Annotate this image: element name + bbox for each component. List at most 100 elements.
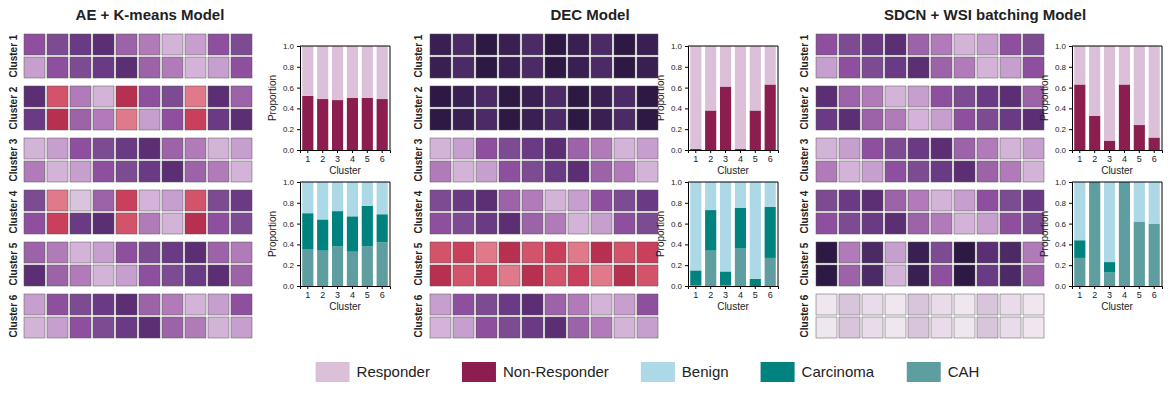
- image-tile: [208, 34, 229, 55]
- bar-carcinoma: [1104, 262, 1115, 272]
- tile-grid: [430, 242, 658, 286]
- image-tile: [1000, 294, 1021, 315]
- x-tick: 1: [693, 150, 698, 164]
- x-tick-mark: [337, 150, 338, 153]
- image-tile: [568, 317, 589, 338]
- legend-swatch: [641, 362, 675, 382]
- tile-grid: [816, 294, 1044, 338]
- y-tick-mark: [297, 88, 300, 89]
- bar-benign: [302, 182, 313, 213]
- bar-benign: [362, 182, 373, 206]
- x-tick: 3: [723, 286, 728, 300]
- image-tile: [816, 161, 837, 182]
- image-tile: [568, 109, 589, 130]
- image-tile: [70, 265, 91, 286]
- bar-chart: 0.00.20.40.60.81.0123456ClusterProportio…: [267, 178, 391, 312]
- x-tick-mark: [1154, 150, 1155, 153]
- image-tile: [116, 161, 137, 182]
- image-tile: [931, 138, 952, 159]
- x-tick: 6: [1152, 150, 1157, 164]
- image-tile: [70, 86, 91, 107]
- x-tick-label: 5: [1137, 154, 1142, 164]
- x-tick-mark: [710, 150, 711, 153]
- image-tile: [185, 86, 206, 107]
- image-tile: [954, 317, 975, 338]
- cluster-label: Cluster 5: [8, 242, 19, 285]
- bar-cah: [1074, 258, 1085, 286]
- cluster-label: Cluster 4: [8, 190, 19, 233]
- image-tile: [476, 34, 497, 55]
- image-tile: [954, 294, 975, 315]
- x-tick-label: 2: [1092, 290, 1097, 300]
- tile-grid: [816, 86, 1044, 130]
- image-tile: [162, 34, 183, 55]
- image-tile: [162, 265, 183, 286]
- x-tick: 1: [1077, 150, 1082, 164]
- image-tile: [24, 242, 45, 263]
- image-tile: [116, 138, 137, 159]
- image-tile: [522, 265, 543, 286]
- x-tick-label: 1: [693, 290, 698, 300]
- x-tick-mark: [307, 150, 308, 153]
- x-tick-label: 2: [320, 290, 325, 300]
- bar-non-responder: [347, 98, 358, 150]
- y-tick: 1.0: [671, 42, 688, 51]
- bar-carcinoma: [317, 219, 328, 250]
- image-tile: [637, 34, 658, 55]
- image-tile: [862, 317, 883, 338]
- image-tile: [499, 161, 520, 182]
- image-tile: [70, 190, 91, 211]
- bar-responder: [720, 46, 731, 87]
- image-tile: [116, 34, 137, 55]
- image-tile: [614, 34, 635, 55]
- image-tile: [522, 86, 543, 107]
- image-tile: [499, 294, 520, 315]
- y-tick-label: 0.2: [1055, 125, 1067, 134]
- x-tick-mark: [1139, 286, 1140, 289]
- image-tile: [931, 190, 952, 211]
- image-tile: [954, 213, 975, 234]
- image-tile: [93, 34, 114, 55]
- bar-chart: 0.00.20.40.60.81.0123456ClusterProportio…: [655, 178, 779, 312]
- tile-grid: [430, 294, 658, 338]
- cluster-label: Cluster 2: [799, 86, 810, 129]
- image-tile: [839, 242, 860, 263]
- x-tick: 6: [768, 286, 773, 300]
- x-tick: 3: [335, 150, 340, 164]
- image-tile: [568, 213, 589, 234]
- bar-cah: [1119, 182, 1130, 286]
- y-tick: 0.2: [1055, 261, 1072, 270]
- image-tile: [816, 34, 837, 55]
- y-tick-mark: [297, 108, 300, 109]
- x-tick-mark: [352, 150, 353, 153]
- image-tile: [614, 213, 635, 234]
- image-tile: [208, 213, 229, 234]
- legend-label: Responder: [357, 363, 430, 380]
- image-tile: [977, 317, 998, 338]
- tile-grid: [816, 242, 1044, 286]
- image-tile: [430, 138, 451, 159]
- x-tick-mark: [770, 150, 771, 153]
- y-tick-mark: [685, 88, 688, 89]
- bars: [690, 46, 776, 150]
- y-tick-label: 0.8: [283, 63, 295, 72]
- figure: AE + K-means ModelCluster 1Cluster 2Clus…: [0, 0, 1175, 402]
- x-tick-label: 3: [335, 154, 340, 164]
- image-tile: [47, 138, 68, 159]
- image-tile: [839, 161, 860, 182]
- image-tile: [977, 109, 998, 130]
- bar-non-responder: [362, 98, 373, 150]
- x-tick: 3: [335, 286, 340, 300]
- image-tile: [24, 34, 45, 55]
- x-tick: 6: [1152, 286, 1157, 300]
- image-tile: [908, 294, 929, 315]
- bar-non-responder: [765, 84, 776, 150]
- image-tile: [839, 138, 860, 159]
- cluster-label: Cluster 3: [799, 138, 810, 181]
- image-tile: [908, 138, 929, 159]
- y-tick-mark: [297, 244, 300, 245]
- image-tile: [862, 265, 883, 286]
- x-tick-label: 4: [1122, 290, 1127, 300]
- y-tick-mark: [685, 286, 688, 287]
- image-tile: [47, 34, 68, 55]
